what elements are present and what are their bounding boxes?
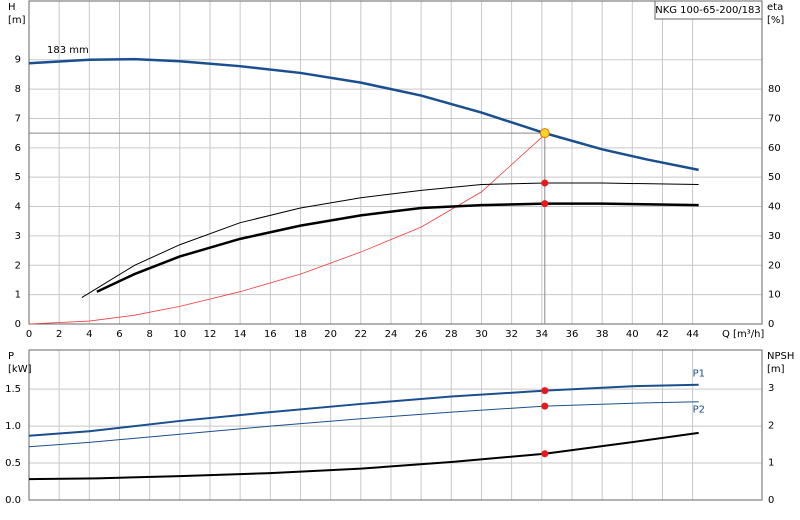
y2-tick-label: 3 — [768, 383, 774, 394]
x-tick-label: 6 — [116, 329, 122, 340]
x-tick-label: 2 — [56, 329, 62, 340]
curve — [81, 182, 699, 298]
y2-axis-label: [m] — [767, 364, 785, 375]
y-tick-label: 4 — [15, 202, 21, 213]
x-tick-label: 42 — [656, 329, 669, 340]
y2-axis-label: NPSH — [767, 351, 794, 362]
y-tick-label: 0.5 — [5, 458, 21, 469]
x-tick-label: 36 — [566, 329, 579, 340]
x-tick-label: 32 — [505, 329, 518, 340]
y2-tick-label: 0 — [768, 495, 774, 506]
y-tick-label: 7 — [15, 113, 21, 124]
y-tick-label: 0.0 — [5, 495, 21, 506]
x-tick-label: 24 — [385, 329, 398, 340]
series-label: P1 — [693, 369, 705, 380]
x-tick-label: 16 — [264, 329, 277, 340]
curve — [28, 57, 699, 172]
duty-point — [539, 128, 550, 139]
y-axis-label: [kW] — [8, 364, 32, 375]
y2-axis-label: eta — [767, 2, 783, 13]
y2-tick-label: 20 — [768, 260, 781, 271]
y-tick-label: 6 — [15, 143, 21, 154]
y-tick-label: 8 — [15, 84, 21, 95]
duty-marker — [541, 402, 549, 410]
title-box — [654, 0, 763, 20]
x-tick-label: 14 — [234, 329, 247, 340]
x-tick-label: 44 — [686, 329, 699, 340]
y2-tick-label: 50 — [768, 172, 781, 183]
x-tick-label: 8 — [146, 329, 152, 340]
y-tick-label: 1.0 — [5, 421, 21, 432]
y-axis-label: H — [8, 2, 16, 13]
plot-frame — [28, 349, 763, 501]
y-tick-label: 2 — [15, 260, 21, 271]
y2-axis-label: [%] — [767, 15, 784, 26]
x-tick-label: 40 — [626, 329, 639, 340]
x-axis-label: Q [m³/h] — [722, 329, 764, 340]
y2-tick-label: 1 — [768, 458, 774, 469]
x-tick-label: 38 — [596, 329, 609, 340]
duty-marker — [541, 450, 549, 458]
curve — [28, 383, 699, 437]
x-tick-label: 18 — [294, 329, 307, 340]
y2-tick-label: 80 — [768, 84, 781, 95]
duty-marker — [541, 179, 549, 187]
y-tick-label: 5 — [15, 172, 21, 183]
y2-tick-label: 60 — [768, 143, 781, 154]
x-tick-label: 26 — [415, 329, 428, 340]
series-label: P2 — [693, 405, 705, 416]
x-tick-label: 34 — [535, 329, 548, 340]
x-tick-label: 28 — [445, 329, 458, 340]
duty-marker — [541, 200, 549, 208]
y2-tick-label: 30 — [768, 231, 781, 242]
chart-title: NKG 100-65-200/183 — [655, 5, 761, 16]
y-tick-label: 1.5 — [5, 384, 21, 395]
x-tick-label: 20 — [324, 329, 337, 340]
x-tick-label: 10 — [173, 329, 186, 340]
curve — [96, 202, 699, 293]
y-tick-label: 9 — [15, 55, 21, 66]
y2-tick-label: 40 — [768, 202, 781, 213]
annotation: 183 mm — [47, 45, 89, 56]
plot-frame — [28, 0, 763, 325]
y-tick-label: 1 — [15, 290, 21, 301]
x-tick-label: 0 — [26, 329, 32, 340]
y2-tick-label: 10 — [768, 290, 781, 301]
curve — [28, 401, 699, 448]
y2-tick-label: 70 — [768, 113, 781, 124]
x-tick-label: 30 — [475, 329, 488, 340]
y-axis-label: P — [8, 351, 14, 362]
curve — [28, 431, 699, 481]
y-axis-label: [m] — [8, 15, 26, 26]
y2-tick-label: 2 — [768, 420, 774, 431]
x-tick-label: 12 — [204, 329, 217, 340]
x-tick-label: 22 — [354, 329, 367, 340]
curve — [28, 134, 546, 325]
y-tick-label: 0 — [15, 319, 21, 330]
y-tick-label: 3 — [15, 231, 21, 242]
y2-tick-label: 0 — [768, 319, 774, 330]
duty-marker — [541, 387, 549, 395]
x-tick-label: 4 — [86, 329, 92, 340]
